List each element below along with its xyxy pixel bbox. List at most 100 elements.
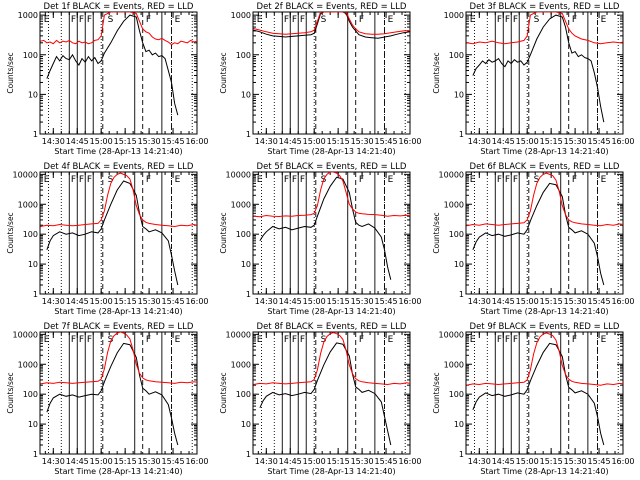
y-tick-label: 10	[241, 420, 251, 429]
lld-series-line	[40, 12, 197, 46]
segment-label: F	[572, 335, 577, 345]
segment-label: S	[108, 15, 114, 25]
plot-frame	[39, 11, 198, 135]
segment-label: F	[505, 15, 510, 25]
segment-label: S	[534, 175, 540, 185]
x-tick-label: 15:45	[375, 297, 398, 306]
y-tick-label: 1	[33, 290, 38, 299]
plot-frame	[252, 331, 411, 455]
y-tick-label: 10	[454, 260, 464, 269]
y-tick-label: 1000	[18, 11, 38, 20]
segment-label: E	[470, 335, 476, 345]
series-group	[466, 172, 623, 286]
segment-label: E	[388, 175, 394, 185]
segment-label: F	[359, 15, 364, 25]
x-tick-label: 14:45	[492, 297, 515, 306]
events-series-line	[472, 14, 605, 123]
x-tick-label: 16:00	[185, 297, 208, 306]
x-tick-label: 16:00	[611, 457, 634, 466]
y-tick-label: 100	[449, 230, 464, 239]
y-tick-label: 10000	[13, 330, 38, 339]
y-axis-label: Counts/sec	[432, 212, 441, 253]
plot-frame	[465, 11, 624, 135]
y-tick-label: 1000	[18, 360, 38, 369]
x-tick-label: 14:30	[468, 137, 491, 146]
y-tick-label: 1	[246, 130, 251, 139]
segment-label: F	[79, 15, 84, 25]
x-tick-label: 15:00	[516, 297, 539, 306]
y-tick-label: 1	[246, 450, 251, 459]
lld-series-line	[40, 332, 197, 385]
x-tick-label: 14:30	[255, 457, 278, 466]
y-axis-label: Counts/sec	[6, 52, 15, 93]
lld-series-line	[253, 12, 410, 35]
y-tick-label: 100	[449, 51, 464, 60]
y-tick-label: 1	[459, 130, 464, 139]
segment-label: F	[71, 15, 76, 25]
x-tick-label: 15:30	[351, 297, 374, 306]
x-tick-label: 16:00	[185, 457, 208, 466]
y-tick-label: 10	[454, 420, 464, 429]
segment-label: F	[87, 15, 92, 25]
series-group	[40, 12, 197, 116]
y-tick-label: 100	[236, 51, 251, 60]
y-tick-label: 10000	[439, 330, 464, 339]
y-tick-label: 100	[236, 230, 251, 239]
x-tick-label: 14:45	[492, 457, 515, 466]
x-axis-label: Start Time (28-Apr-13 14:21:40)	[267, 467, 395, 476]
segment-label: F	[87, 175, 92, 185]
x-tick-label: 15:45	[588, 457, 611, 466]
segment-label: F	[513, 15, 518, 25]
x-tick-label: 15:30	[564, 457, 587, 466]
events-series-line	[46, 180, 179, 286]
segment-label: F	[497, 175, 502, 185]
segment-label: E	[44, 15, 50, 25]
x-axis-label: Start Time (28-Apr-13 14:21:40)	[267, 147, 395, 156]
y-axis-label: Counts/sec	[6, 212, 15, 253]
x-tick-label: 15:15	[327, 457, 350, 466]
y-tick-label: 100	[23, 51, 38, 60]
x-tick-label: 15:15	[114, 457, 137, 466]
y-tick-label: 1000	[444, 200, 464, 209]
y-tick-label: 1000	[231, 200, 251, 209]
y-tick-label: 10	[28, 420, 38, 429]
y-axis-label: Counts/sec	[6, 372, 15, 413]
x-tick-label: 15:00	[303, 457, 326, 466]
x-tick-label: 14:45	[66, 137, 89, 146]
panel-title: Det 8f BLACK = Events, RED = LLD	[257, 322, 407, 332]
segment-label: F	[505, 175, 510, 185]
segment-label: F	[71, 335, 76, 345]
segment-label: F	[497, 335, 502, 345]
x-tick-label: 15:00	[303, 297, 326, 306]
segment-label: F	[572, 175, 577, 185]
segment-label: E	[175, 15, 181, 25]
panel-title: Det 5f BLACK = Events, RED = LLD	[257, 162, 407, 172]
segment-label: S	[534, 15, 540, 25]
x-tick-label: 16:00	[398, 297, 421, 306]
segment-label: F	[292, 15, 297, 25]
segment-label: S	[321, 335, 327, 345]
panel-title: Det 9f BLACK = Events, RED = LLD	[470, 322, 620, 332]
x-axis-label: Start Time (28-Apr-13 14:21:40)	[54, 307, 182, 316]
y-tick-label: 1000	[231, 11, 251, 20]
x-tick-label: 16:00	[611, 137, 634, 146]
y-tick-label: 1	[459, 290, 464, 299]
events-series-line	[253, 12, 410, 39]
x-tick-label: 15:30	[564, 297, 587, 306]
x-tick-label: 16:00	[611, 297, 634, 306]
series-group	[253, 12, 410, 39]
segment-label: F	[284, 175, 289, 185]
y-tick-label: 10	[241, 260, 251, 269]
x-tick-label: 15:30	[138, 457, 161, 466]
y-tick-label: 10000	[439, 170, 464, 179]
y-tick-label: 10	[454, 90, 464, 99]
segment-label: E	[257, 175, 263, 185]
segment-label: F	[300, 175, 305, 185]
segment-label: F	[572, 15, 577, 25]
lld-series-line	[40, 172, 197, 228]
y-tick-label: 1000	[444, 11, 464, 20]
